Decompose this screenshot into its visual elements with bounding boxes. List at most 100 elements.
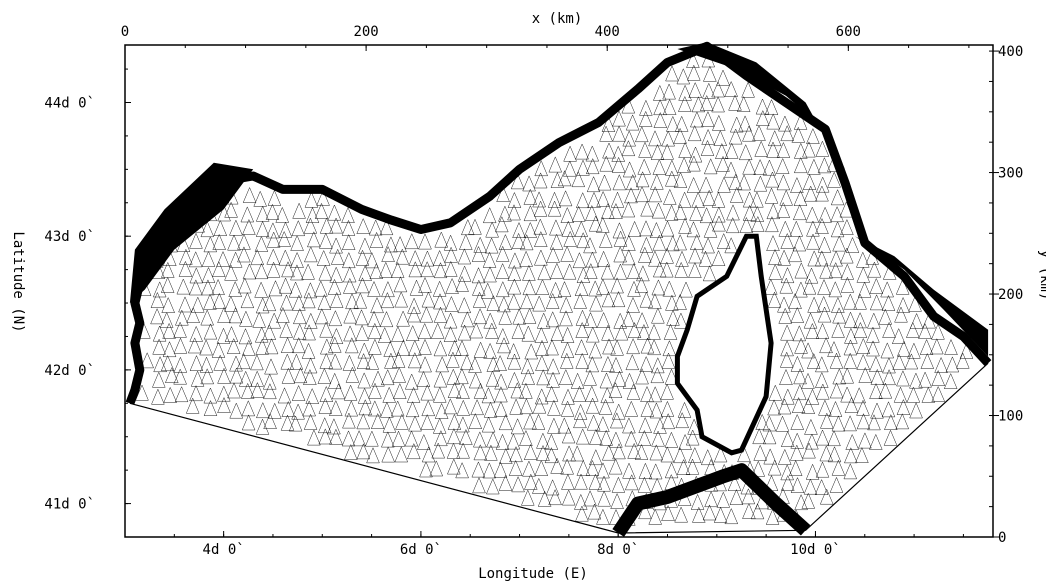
mesh-triangle	[559, 310, 573, 327]
mesh-triangle	[692, 506, 706, 523]
mesh-triangle	[277, 230, 291, 247]
mesh-triangle	[486, 294, 501, 311]
mesh-triangle	[532, 191, 546, 208]
mesh-triangle	[919, 338, 934, 355]
mesh-triangle	[213, 219, 228, 236]
mesh-triangle	[896, 370, 910, 387]
mesh-triangle	[764, 99, 779, 115]
mesh-triangle	[391, 326, 405, 342]
mesh-triangle	[562, 263, 577, 280]
mesh-triangle	[766, 113, 780, 130]
mesh-triangle	[793, 142, 808, 159]
mesh-triangle	[840, 386, 854, 403]
mesh-triangle	[869, 433, 883, 450]
mesh-triangle	[473, 431, 487, 448]
mesh-triangle	[317, 417, 332, 434]
mesh-triangle	[627, 220, 642, 237]
mesh-triangle	[869, 294, 884, 311]
mesh-triangle	[651, 307, 665, 324]
mesh-triangle	[610, 412, 624, 429]
mesh-triangle	[560, 458, 574, 475]
mesh-triangle	[807, 296, 821, 313]
mesh-triangle	[255, 297, 270, 314]
mesh-triangle	[815, 461, 830, 478]
mesh-triangle	[252, 311, 266, 328]
mesh-triangle	[609, 431, 623, 448]
mesh-triangle	[435, 356, 449, 373]
mesh-triangle	[793, 157, 808, 174]
mesh-triangle	[704, 475, 719, 492]
mesh-triangle	[803, 185, 818, 202]
mesh-triangle	[560, 207, 575, 223]
mesh-triangle	[468, 356, 482, 373]
mesh-triangle	[547, 200, 562, 217]
mesh-triangle	[815, 140, 830, 157]
mesh-triangle	[752, 428, 766, 445]
mesh-triangle	[395, 413, 409, 430]
ligurian-coast-land	[677, 42, 845, 170]
mesh-triangle	[303, 282, 318, 299]
mesh-triangle	[816, 383, 830, 400]
mesh-triangle	[200, 309, 214, 326]
mesh-triangle	[317, 294, 332, 310]
mesh-triangle	[702, 504, 717, 521]
mesh-triangle	[304, 312, 318, 329]
mesh-triangle	[589, 449, 603, 466]
mesh-triangle	[664, 204, 679, 221]
mesh-triangle	[356, 353, 371, 369]
mesh-triangle	[767, 399, 781, 416]
mesh-triangle	[473, 382, 488, 399]
mesh-triangle	[370, 297, 384, 314]
mesh-triangle	[486, 478, 500, 495]
mesh-triangle	[627, 322, 642, 338]
mesh-triangle	[355, 249, 370, 266]
mesh-triangle	[445, 277, 459, 294]
mesh-triangle	[792, 325, 807, 342]
mesh-triangle	[471, 267, 486, 284]
mesh-triangle	[626, 383, 641, 400]
mesh-triangle	[803, 478, 818, 495]
mesh-triangle	[639, 492, 654, 509]
mesh-triangle	[635, 126, 649, 143]
mesh-triangle	[792, 235, 807, 252]
mesh-triangle	[279, 321, 293, 338]
mesh-triangle	[203, 293, 217, 310]
mesh-triangle	[754, 140, 768, 157]
mesh-triangle	[468, 372, 483, 389]
mesh-triangle	[635, 186, 649, 203]
mesh-triangle	[918, 323, 932, 339]
mesh-triangle	[316, 249, 331, 266]
mesh-triangle	[379, 219, 394, 236]
mesh-triangle	[652, 158, 667, 175]
mesh-triangle	[255, 205, 270, 222]
mesh-triangle	[583, 312, 598, 328]
mesh-triangle	[728, 128, 743, 145]
mesh-triangle	[522, 175, 536, 192]
mesh-triangle	[576, 232, 590, 249]
mesh-triangle	[934, 356, 948, 373]
mesh-triangle	[649, 444, 664, 461]
mesh-triangle	[763, 448, 777, 465]
mesh-triangle	[755, 98, 770, 115]
mesh-triangle	[779, 189, 793, 206]
mesh-triangle	[790, 177, 804, 193]
mesh-triangle	[262, 324, 277, 340]
mesh-triangle	[537, 264, 552, 281]
mesh-triangle	[613, 263, 628, 280]
mesh-triangle	[839, 201, 854, 218]
mesh-triangle	[661, 504, 675, 521]
mesh-triangle	[217, 367, 231, 384]
mesh-triangle	[635, 312, 649, 329]
mesh-triangle	[280, 414, 295, 431]
mesh-triangle	[574, 279, 589, 296]
mesh-triangle	[661, 413, 676, 430]
mesh-triangle	[456, 382, 470, 399]
mesh-triangle	[254, 281, 268, 298]
mesh-triangle	[725, 217, 740, 234]
mesh-triangle	[483, 266, 497, 283]
mesh-triangle	[828, 281, 843, 298]
mesh-triangle	[523, 443, 538, 460]
mesh-triangle	[817, 306, 832, 323]
mesh-triangle	[317, 367, 332, 384]
mesh-triangle	[766, 141, 780, 158]
